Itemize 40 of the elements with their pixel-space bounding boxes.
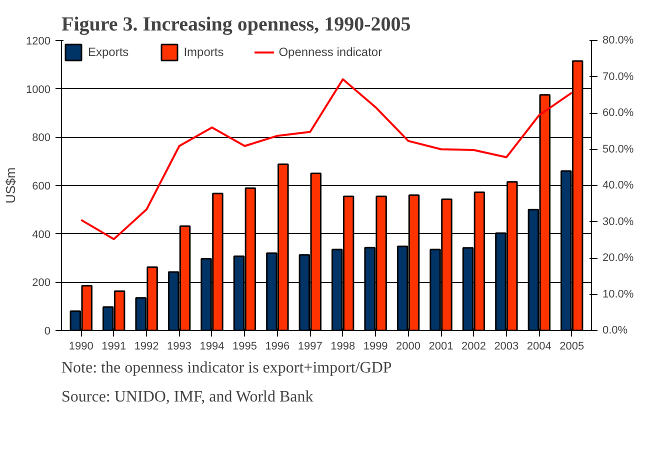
- y-tick-label: 600: [32, 180, 51, 192]
- y2-tick-label: 0.0%: [602, 324, 628, 336]
- x-tick-label: 2005: [560, 340, 584, 352]
- y2-tick-label: 30.0%: [602, 216, 634, 228]
- y2-tick-label: 40.0%: [602, 180, 634, 192]
- y2-tick-label: 60.0%: [602, 107, 634, 119]
- y2-tick-label: 20.0%: [602, 252, 634, 264]
- legend-label: Openness indicator: [278, 45, 382, 59]
- x-tick-label: 1995: [232, 340, 257, 352]
- x-tick-label: 1994: [200, 340, 224, 352]
- x-tick-label: 2000: [396, 340, 421, 352]
- y-tick-label: 200: [32, 277, 51, 290]
- x-tick-label: 2004: [526, 340, 552, 352]
- x-tick-label: 1993: [167, 340, 192, 352]
- y-tick-label: 1200: [26, 36, 51, 48]
- x-tick-label: 1991: [102, 340, 126, 352]
- y-tick-label: 400: [32, 228, 51, 241]
- y2-tick-label: 70.0%: [602, 70, 634, 83]
- x-tick-label: 1996: [265, 340, 290, 352]
- x-tick-label: 2002: [461, 340, 486, 352]
- x-tick-label: 1990: [68, 340, 94, 352]
- chart-title: Figure 3. Increasing openness, 1990-2005: [62, 14, 411, 36]
- y-tick-label: 1000: [26, 84, 51, 96]
- line-series: [80, 78, 573, 240]
- y2-tick-label: 10.0%: [602, 288, 634, 300]
- y2-tick-label: 80.0%: [602, 34, 634, 46]
- y-tick-label: 0: [44, 326, 51, 338]
- x-tick-label: 2001: [428, 340, 454, 352]
- legend-label: Exports: [88, 45, 129, 59]
- text: Note: the openness indicator is export+import/GDP: [62, 360, 392, 376]
- y-axis-title: US$m: [3, 167, 18, 204]
- y2-tick-label: 50.0%: [602, 143, 634, 156]
- x-tick-label: 2003: [494, 340, 519, 352]
- x-tick-label: 1999: [363, 340, 388, 352]
- x-tick-label: 1998: [330, 340, 356, 352]
- x-tick-label: 1997: [298, 340, 322, 352]
- y-tick-label: 800: [32, 132, 51, 144]
- x-tick-label: 1992: [134, 340, 159, 352]
- legend-label: Imports: [184, 45, 224, 59]
- source-note: Source: UNIDO, IMF, and World Bank: [62, 388, 314, 406]
